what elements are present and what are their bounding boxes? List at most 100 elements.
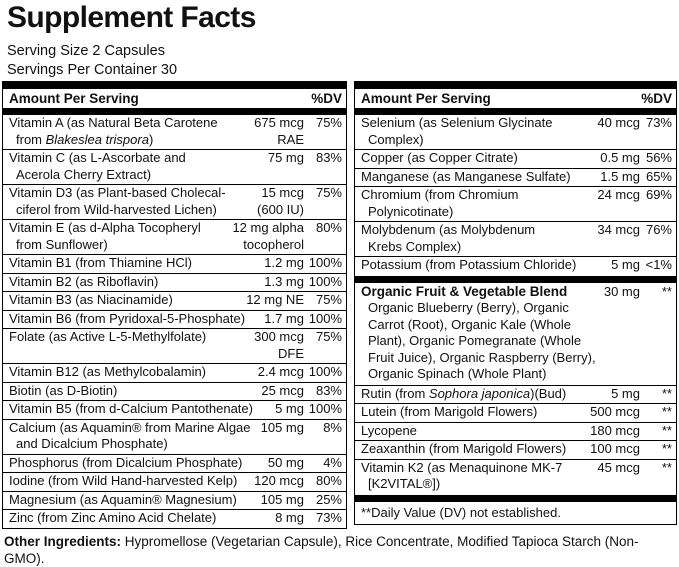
nutrient-name: Folate (as Active L-5-Methylfolate) (3, 329, 250, 346)
label-text: Calcium (as Aquamin® from Marine Algae a… (9, 419, 251, 452)
row-main-line: Vitamin B5 (from d-Calcium Pantothenate)… (3, 401, 346, 418)
label-text: Iodine (from Wild Hand-harvested Kelp) (9, 473, 238, 488)
nutrient-dv: 100% (308, 310, 342, 326)
nutrient-dv: 75% (315, 292, 342, 307)
nutrient-dv: 80% (315, 473, 342, 488)
nutrient-rows-right: Selenium (as Selenium Glycinate Complex)… (355, 115, 676, 524)
nutrient-rows-left: Vitamin A (as Natural Beta Carotene from… (3, 115, 346, 528)
section-divider-bar (355, 275, 676, 283)
nutrient-amount: 105 mg (260, 491, 304, 507)
nutrient-name: Vitamin D3 (as Plant-based Cholecal- cif… (3, 185, 253, 218)
label-text: )(Bud) (530, 385, 567, 401)
label-text: Biotin (as D-Biotin) (9, 382, 118, 398)
nutrient-amount: 300 mcg DFE (254, 329, 304, 361)
nutrient-amount: 500 mcg (590, 404, 640, 419)
nutrient-name: Vitamin B1 (from Thiamine HCl) (3, 255, 260, 272)
nutrient-name: Vitamin C (as L-Ascorbate and Acerola Ch… (3, 150, 264, 183)
label-text: Vitamin D3 (as Plant-based Cholecal- cif… (9, 185, 226, 217)
divider-bar (3, 108, 346, 115)
nutrient-name: Vitamin B5 (from d-Calcium Pantothenate) (3, 401, 271, 418)
label-text: Vitamin E (as d-Alpha Tocopheryl from Su… (9, 220, 201, 252)
label-text: Manganese (as Manganese Sulfate) (361, 168, 571, 184)
row-main-line: Potassium (from Potassium Chloride) 5 mg <… (355, 257, 676, 274)
nutrient-row: Calcium (as Aquamin® from Marine Algae a… (3, 418, 346, 454)
nutrient-amount: 1.3 mg (264, 273, 304, 289)
row-main-line: Vitamin B12 (as Methylcobalamin) 2.4 mcg 1… (3, 364, 346, 381)
nutrient-row: Phosphorus (from Dicalcium Phosphate) 50 … (3, 453, 346, 473)
servings-per-container: Servings Per Container 30 (7, 62, 178, 78)
nutrient-dv: 75% (315, 115, 342, 130)
nutrient-row: Vitamin B12 (as Methylcobalamin) 2.4 mcg 1… (3, 363, 346, 382)
nutrient-row: Rutin (from Sophora japonica)(Bud) 5 mg ** (355, 384, 676, 404)
nutrient-name: Chromium (from Chromium Polynicotinate) (355, 187, 593, 220)
row-main-line: Lycopene 180 mcg ** (355, 423, 676, 440)
nutrient-name: Lycopene (355, 423, 586, 440)
section-divider-bar (355, 494, 676, 502)
nutrient-dv: 75% (315, 185, 342, 200)
nutrient-row: Vitamin B2 (as Riboflavin) 1.3 mg 100% (3, 272, 346, 292)
nutrient-dv: 8% (323, 419, 342, 435)
nutrient-amount: 12 mg NE (246, 292, 304, 307)
nutrient-name: Zeaxanthin (from Marigold Flowers) (355, 441, 586, 458)
row-main-line: Vitamin B2 (as Riboflavin) 1.3 mg 100% (3, 274, 346, 291)
nutrient-amount: 180 mcg (590, 422, 640, 438)
label-text: Molybdenum (as Molybdenum Krebs Complex) (361, 222, 536, 254)
row-main-line: Selenium (as Selenium Glycinate Complex)… (355, 115, 676, 148)
divider-bar (355, 82, 676, 89)
nutrient-name: Organic Fruit & Vegetable Blend (355, 284, 600, 301)
label-text: Potassium (from Potassium Chloride) (361, 257, 577, 272)
nutrient-dv: ** (661, 385, 672, 401)
nutrient-name: Vitamin B2 (as Riboflavin) (3, 274, 260, 291)
blend-ingredient-list: Organic Blueberry (Berry), Organic Carro… (368, 300, 596, 381)
label-text: Phosphorus (from Dicalcium Phosphate) (9, 454, 243, 470)
label-text: Folate (as Active L-5-Methylfolate) (9, 329, 207, 344)
nutrient-amount: 40 mcg (597, 115, 640, 130)
label-text: ) (148, 131, 154, 147)
label-text: Vitamin A (as Natural Beta Carotene from (9, 115, 218, 147)
nutrient-amount: 12 mg alpha tocopherol (232, 220, 304, 252)
row-main-line: Calcium (as Aquamin® from Marine Algae a… (3, 420, 346, 453)
nutrient-row: Selenium (as Selenium Glycinate Complex)… (355, 115, 676, 149)
nutrient-name: Vitamin E (as d-Alpha Tocopheryl from Su… (3, 220, 228, 253)
nutrient-row: Vitamin B1 (from Thiamine HCl) 1.2 mg 100% (3, 254, 346, 273)
label-text: Vitamin C (as L-Ascorbate and Acerola Ch… (9, 150, 186, 182)
label-text: Lutein (from Marigold Flowers) (361, 404, 538, 419)
nutrient-name: **Daily Value (DV) not established. (355, 505, 676, 522)
dv-header: %DV (311, 91, 342, 106)
nutrient-row: Lycopene 180 mcg ** (355, 421, 676, 441)
nutrient-amount: 120 mcg (254, 473, 304, 488)
nutrient-dv: 83% (315, 382, 342, 398)
nutrient-name: Calcium (as Aquamin® from Marine Algae a… (3, 420, 257, 453)
nutrient-name: Vitamin B6 (from Pyridoxal-5-Phosphate) (3, 311, 260, 328)
nutrient-amount: 100 mcg (590, 441, 640, 456)
row-main-line: Rutin (from Sophora japonica)(Bud) 5 mg ** (355, 386, 676, 403)
nutrient-amount: 30 mg (603, 283, 640, 299)
label-text: Vitamin B3 (as Niacinamide) (9, 292, 173, 307)
row-main-line: Vitamin A (as Natural Beta Carotene from… (3, 115, 346, 148)
row-main-line: Organic Fruit & Vegetable Blend 30 mg ** (355, 284, 676, 301)
label-text: Zinc (from Zinc Amino Acid Chelate) (9, 510, 217, 525)
nutrient-dv: 73% (645, 115, 672, 130)
nutrient-dv: ** (661, 283, 672, 299)
nutrient-name: Vitamin B3 (as Niacinamide) (3, 292, 242, 309)
nutrient-name: Molybdenum (as Molybdenum Krebs Complex) (355, 222, 593, 255)
amount-per-serving-header: Amount Per Serving (361, 91, 491, 106)
nutrient-dv: 69% (645, 187, 672, 202)
divider-bar (355, 108, 676, 115)
column-header: Amount Per Serving %DV (355, 89, 676, 108)
nutrient-row: Organic Fruit & Vegetable Blend 30 mg ** Or… (355, 284, 676, 385)
row-main-line: Vitamin D3 (as Plant-based Cholecal- cif… (3, 185, 346, 218)
facts-column-right: Amount Per Serving %DV Selenium (as Sele… (354, 81, 677, 525)
nutrient-name: Manganese (as Manganese Sulfate) (355, 169, 596, 186)
page-title: Supplement Facts (7, 1, 256, 34)
footnote-row: **Daily Value (DV) not established. (355, 503, 676, 525)
label-text: Chromium (from Chromium Polynicotinate) (361, 187, 519, 219)
nutrient-row: Vitamin D3 (as Plant-based Cholecal- cif… (3, 184, 346, 219)
row-main-line: Iodine (from Wild Hand-harvested Kelp) 12… (3, 473, 346, 490)
nutrient-dv: 80% (315, 220, 342, 235)
nutrient-amount: 105 mg (260, 419, 304, 435)
nutrient-amount: 8 mg (275, 510, 304, 525)
species-name-italic: Sophora japonica (428, 385, 531, 401)
dv-header: %DV (641, 91, 672, 106)
